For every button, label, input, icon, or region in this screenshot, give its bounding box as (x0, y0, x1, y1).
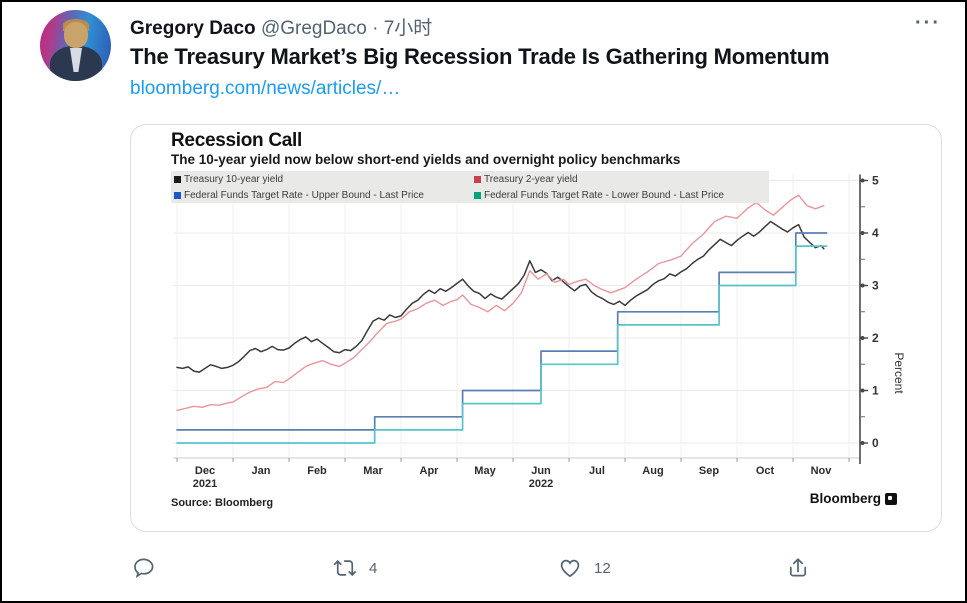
like-count: 12 (594, 559, 611, 577)
legend-swatch-icon (474, 191, 481, 199)
avatar-face (64, 22, 88, 48)
like-button[interactable]: 12 (558, 556, 611, 580)
separator-dot: · (372, 18, 379, 39)
svg-text:Percent: Percent (892, 352, 906, 394)
legend-swatch-icon (174, 175, 181, 183)
author-name[interactable]: Gregory Daco (130, 18, 256, 39)
svg-text:Mar: Mar (363, 465, 383, 477)
avatar-shirt (70, 48, 82, 72)
retweet-count: 4 (369, 559, 378, 577)
svg-text:4: 4 (872, 226, 879, 240)
tweet-text: The Treasury Market’s Big Recession Trad… (130, 44, 830, 69)
svg-text:3: 3 (872, 279, 879, 293)
svg-text:Feb: Feb (307, 465, 327, 477)
legend-label: Treasury 2-year yield (484, 173, 578, 185)
legend-item: Treasury 2-year yield (474, 174, 768, 185)
svg-text:2021: 2021 (193, 478, 217, 490)
legend-swatch-icon (174, 191, 181, 199)
svg-text:Jul: Jul (589, 465, 605, 477)
timestamp[interactable]: 7小时 (383, 18, 433, 39)
tweet-header: Gregory Daco @GregDaco · 7小时 (130, 13, 432, 40)
chart-card[interactable]: Dec 2021 Jan Feb Mar Apr May Jun 2022 Jul Aug Sep Oc… (130, 124, 942, 532)
svg-text:Jun: Jun (531, 465, 551, 477)
heart-icon (560, 559, 580, 578)
legend-label: Federal Funds Target Rate - Upper Bound … (184, 189, 424, 201)
legend-label: Treasury 10-year yield (184, 173, 284, 185)
chart-subtitle: The 10-year yield now below short-end yi… (171, 152, 681, 167)
reply-button[interactable] (132, 556, 168, 580)
retweet-icon (333, 559, 357, 577)
reply-icon (134, 558, 154, 578)
avatar[interactable] (40, 10, 111, 81)
svg-text:Jan: Jan (252, 465, 271, 477)
svg-text:2: 2 (872, 331, 879, 345)
bloomberg-logo: Bloomberg (810, 491, 897, 506)
svg-text:May: May (474, 465, 496, 477)
legend-item: Federal Funds Target Rate - Upper Bound … (174, 190, 474, 201)
chart-source: Source: Bloomberg (171, 497, 274, 509)
svg-text:0: 0 (872, 436, 879, 450)
chart-legend: Treasury 10-year yield Treasury 2-year yi… (171, 171, 769, 203)
author-handle[interactable]: @GregDaco (260, 18, 367, 39)
svg-text:Aug: Aug (642, 465, 663, 477)
svg-text:Sep: Sep (699, 465, 719, 477)
legend-item: Federal Funds Target Rate - Lower Bound … (474, 190, 768, 201)
legend-swatch-icon (474, 175, 481, 183)
svg-text:Nov: Nov (811, 465, 833, 477)
legend-item: Treasury 10-year yield (174, 174, 474, 185)
bloomberg-logo-text: Bloomberg (809, 491, 881, 506)
svg-text:1: 1 (872, 384, 879, 398)
svg-text:Oct: Oct (756, 465, 775, 477)
legend-label: Federal Funds Target Rate - Lower Bound … (484, 189, 724, 201)
svg-text:Apr: Apr (420, 465, 440, 477)
svg-text:2022: 2022 (529, 478, 553, 490)
svg-text:5: 5 (872, 174, 879, 188)
tweet-link[interactable]: bloomberg.com/news/articles/… (130, 78, 401, 99)
share-icon (789, 558, 807, 577)
bloomberg-logo-mark (885, 492, 897, 505)
retweet-button[interactable]: 4 (333, 556, 377, 580)
more-icon[interactable]: ··· (915, 12, 941, 34)
svg-text:Dec: Dec (195, 465, 215, 477)
tweet-actions: 4 12 (2, 550, 965, 590)
chart-title: Recession Call (171, 130, 302, 151)
share-button[interactable] (786, 556, 810, 580)
